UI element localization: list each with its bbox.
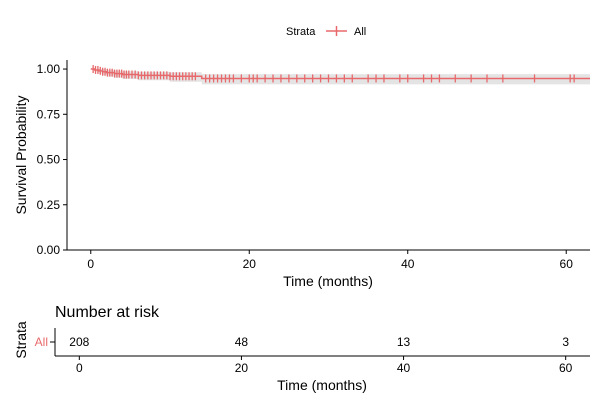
risk-table-value: 13 bbox=[397, 335, 411, 349]
risk-table-x-ticks: 0 20 40 60 bbox=[76, 356, 573, 375]
risk-table-strata-axis-label: Strata bbox=[13, 321, 29, 359]
legend: Strata All bbox=[286, 26, 366, 38]
risk-table-value: 48 bbox=[235, 335, 249, 349]
y-tick-label: 0.25 bbox=[37, 198, 61, 212]
x-tick-label: 20 bbox=[243, 257, 257, 271]
x-ticks: 0 20 40 60 bbox=[87, 250, 573, 271]
confidence-band bbox=[90, 69, 590, 85]
y-tick-label: 0.75 bbox=[37, 107, 61, 121]
y-tick-label: 1.00 bbox=[37, 62, 61, 76]
censor-marks-layer bbox=[92, 65, 575, 83]
x-tick-label: 40 bbox=[401, 257, 415, 271]
legend-title: Strata bbox=[286, 26, 316, 38]
risk-table-row-label: All bbox=[35, 335, 48, 349]
y-tick-label: 0.50 bbox=[37, 153, 61, 167]
risk-table-x-axis-label: Time (months) bbox=[277, 377, 367, 393]
survival-plot: 0.00 0.25 0.50 0.75 1.00 0 20 40 60 Time (month… bbox=[13, 60, 590, 289]
y-tick-label: 0.00 bbox=[37, 243, 61, 257]
risk-table-value: 208 bbox=[69, 335, 89, 349]
y-ticks: 0.00 0.25 0.50 0.75 1.00 bbox=[37, 62, 67, 257]
x-tick-label: 0 bbox=[87, 257, 94, 271]
risk-table: Number at risk Strata All 208 48 13 3 0 20 40… bbox=[13, 304, 590, 393]
x-axis-label: Time (months) bbox=[283, 273, 373, 289]
risk-table-x-tick-label: 0 bbox=[76, 361, 83, 375]
risk-table-x-tick-label: 40 bbox=[397, 361, 411, 375]
risk-table-x-tick-label: 20 bbox=[235, 361, 249, 375]
risk-table-x-tick-label: 60 bbox=[559, 361, 573, 375]
risk-table-values: 208 48 13 3 bbox=[69, 335, 569, 349]
y-axis-label: Survival Probability bbox=[13, 95, 29, 214]
risk-table-title: Number at risk bbox=[55, 304, 160, 321]
x-tick-label: 60 bbox=[560, 257, 574, 271]
risk-table-value: 3 bbox=[562, 335, 569, 349]
confidence-band-layer bbox=[90, 69, 590, 85]
legend-entry-label: All bbox=[354, 26, 366, 38]
